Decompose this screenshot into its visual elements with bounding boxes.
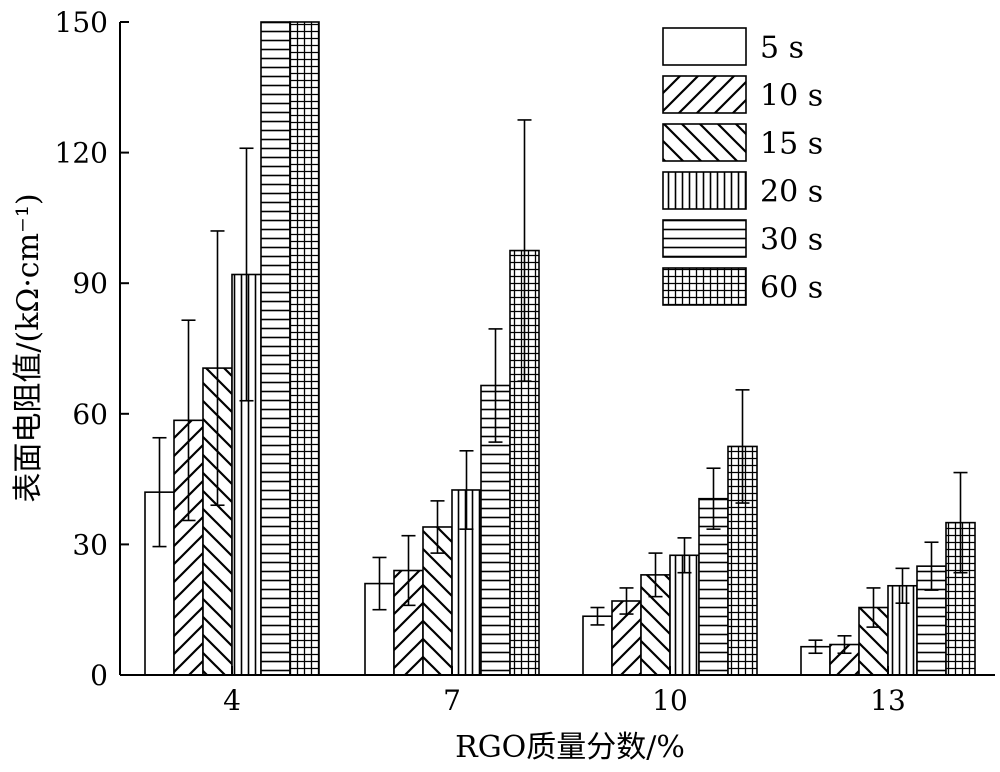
legend-label: 60 s — [760, 271, 823, 306]
error-bar-10s-cat-13 — [837, 635, 852, 655]
legend-swatch — [662, 75, 747, 114]
error-bar-60s-cat-10 — [735, 389, 750, 504]
legend-item-10s: 10 s — [662, 75, 823, 114]
legend-label: 20 s — [760, 175, 823, 210]
y-tick-label: 120 — [55, 137, 108, 170]
error-bar-20s-cat-4 — [239, 147, 254, 402]
y-tick-label: 0 — [90, 659, 108, 692]
legend-item-15s: 15 s — [662, 123, 823, 162]
y-tick-label: 150 — [55, 6, 108, 39]
error-bar-15s-cat-7 — [430, 500, 445, 554]
legend-label: 5 s — [760, 31, 804, 66]
bar-5s-cat-13 — [800, 645, 831, 676]
error-bar-5s-cat-4 — [152, 436, 167, 548]
x-tick-label: 10 — [652, 684, 688, 717]
legend-label: 30 s — [760, 223, 823, 258]
error-bars-layer — [152, 119, 968, 655]
error-bar-5s-cat-13 — [808, 639, 823, 655]
legend-swatch — [662, 27, 747, 66]
error-bar-15s-cat-13 — [866, 587, 881, 628]
y-axis-label: 表面电阻值/(kΩ·cm⁻¹) — [11, 193, 46, 502]
y-tick-label: 30 — [72, 528, 108, 561]
x-tick-label: 7 — [443, 684, 461, 717]
legend-label: 15 s — [760, 127, 823, 162]
ticks-layer: 0 30 60 90 120 150 4 7 10 13 — [55, 6, 906, 717]
x-tick-label: 4 — [223, 684, 241, 717]
error-bar-15s-cat-4 — [210, 230, 225, 507]
legend: 5 s 10 s 15 s 20 s 30 s 60 s — [662, 27, 823, 306]
legend-swatch — [662, 267, 747, 306]
error-bar-30s-cat-10 — [706, 467, 721, 530]
y-tick-label: 60 — [72, 398, 108, 431]
error-bar-30s-cat-7 — [488, 328, 503, 443]
error-bar-5s-cat-7 — [372, 556, 387, 611]
error-bar-20s-cat-7 — [459, 450, 474, 530]
error-bar-30s-cat-13 — [924, 541, 939, 591]
y-tick-label: 90 — [72, 267, 108, 300]
legend-item-5s: 5 s — [662, 27, 804, 66]
x-axis-label: RGO质量分数/% — [455, 730, 685, 765]
error-bar-20s-cat-13 — [895, 567, 910, 604]
error-bar-60s-cat-13 — [953, 471, 968, 574]
axes-layer — [119, 22, 995, 676]
x-tick-label: 13 — [870, 684, 906, 717]
legend-swatch — [662, 171, 747, 210]
legend-swatch — [662, 219, 747, 258]
bars-layer — [144, 21, 976, 676]
legend-swatch — [662, 123, 747, 162]
error-bar-10s-cat-10 — [619, 587, 634, 615]
error-bar-20s-cat-10 — [677, 537, 692, 574]
error-bar-5s-cat-10 — [590, 606, 605, 626]
bar-30s-cat-4 — [260, 21, 291, 676]
error-bar-10s-cat-7 — [401, 534, 416, 607]
error-bar-10s-cat-4 — [181, 319, 196, 522]
bar-60s-cat-4 — [289, 21, 320, 676]
legend-label: 10 s — [760, 79, 823, 114]
legend-item-30s: 30 s — [662, 219, 823, 258]
error-bar-60s-cat-7 — [517, 119, 532, 382]
error-bar-15s-cat-10 — [648, 552, 663, 598]
legend-item-60s: 60 s — [662, 267, 823, 306]
legend-item-20s: 20 s — [662, 171, 823, 210]
